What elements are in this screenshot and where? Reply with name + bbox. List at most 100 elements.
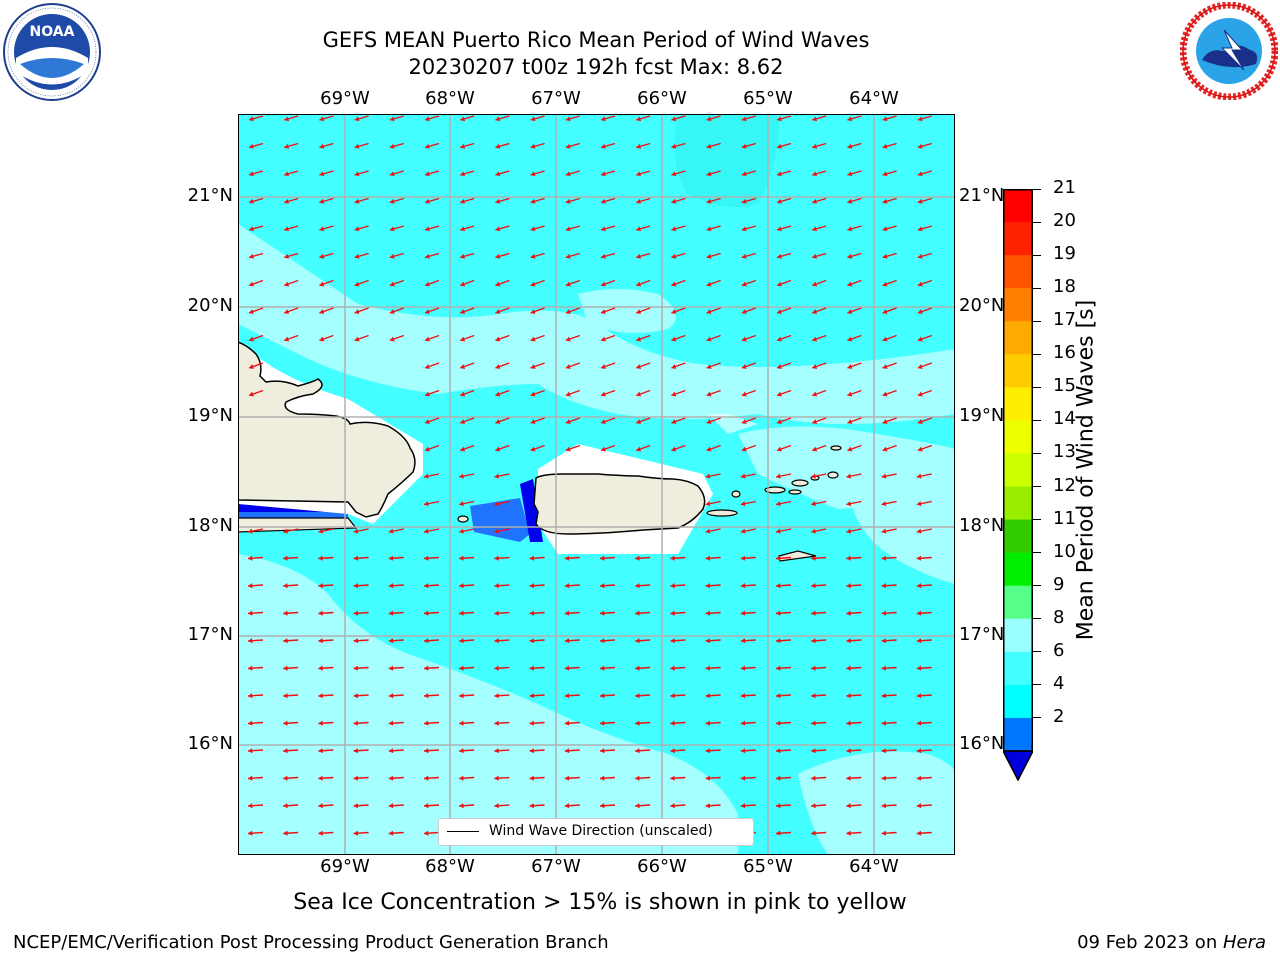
wind-wave-arrow — [529, 748, 545, 754]
wind-wave-arrow — [599, 610, 616, 616]
wind-wave-arrow — [882, 417, 897, 424]
wind-wave-arrow — [529, 720, 545, 726]
wind-wave-arrow — [599, 583, 616, 589]
wind-wave-arrow — [671, 389, 686, 397]
colorbar-segment — [1003, 552, 1033, 587]
wind-wave-arrow — [776, 142, 792, 149]
wind-wave-arrow — [881, 473, 897, 479]
wind-wave-arrow — [776, 115, 792, 122]
wind-wave-arrow — [916, 583, 932, 589]
wind-wave-arrow — [247, 665, 264, 671]
wind-wave-arrow — [459, 307, 475, 314]
wind-wave-arrow — [600, 142, 616, 149]
wind-wave-arrow — [846, 748, 862, 754]
wind-wave-arrow — [846, 720, 862, 726]
wind-wave-arrow — [565, 307, 581, 314]
wind-wave-arrow — [881, 803, 897, 809]
noaa-logo: NOAA — [2, 2, 102, 102]
wind-wave-arrow — [248, 115, 264, 122]
wind-wave-arrow — [812, 225, 827, 232]
wind-wave-arrow — [916, 775, 932, 781]
wind-wave-arrow — [319, 334, 334, 342]
wind-wave-arrow — [846, 473, 862, 479]
wind-wave-arrow — [353, 638, 369, 644]
wind-wave-arrow — [882, 197, 897, 204]
legend-line-icon — [447, 831, 479, 832]
wind-wave-arrow — [705, 473, 721, 479]
wind-wave-arrow — [424, 279, 440, 287]
wind-wave-arrow — [775, 748, 792, 754]
wind-wave-arrow — [811, 417, 827, 424]
wind-wave-arrow — [916, 610, 932, 616]
wind-wave-arrow — [459, 528, 475, 534]
wind-wave-arrow — [530, 389, 545, 397]
wind-wave-arrow — [495, 362, 510, 369]
wind-wave-arrow — [459, 775, 475, 781]
wind-wave-arrow — [283, 583, 299, 589]
wind-wave-arrow — [916, 555, 932, 561]
wind-wave-arrow — [741, 444, 757, 452]
wind-wave-arrow — [424, 334, 440, 342]
wind-wave-arrow — [811, 528, 827, 534]
lon-tick-label-top: 65°W — [743, 88, 793, 109]
wind-wave-arrow — [811, 334, 827, 342]
colorbar-tick — [1033, 618, 1041, 620]
wind-wave-arrow — [248, 197, 264, 204]
wind-wave-arrow — [600, 225, 616, 232]
footer-machine: Hera — [1222, 932, 1266, 953]
wind-wave-arrow — [353, 610, 369, 616]
colorbar-segment — [1003, 255, 1033, 289]
wind-wave-arrow — [706, 197, 721, 204]
wind-wave-arrow — [354, 197, 369, 204]
wind-wave-arrow — [283, 665, 299, 671]
wind-wave-arrow — [494, 500, 510, 507]
wind-wave-arrow — [459, 693, 475, 699]
wind-wave-arrow — [882, 444, 897, 452]
wind-wave-arrow — [283, 279, 299, 287]
wind-wave-arrow — [283, 307, 299, 314]
wind-wave-arrow — [776, 252, 792, 259]
colorbar-tick-label: 19 — [1053, 243, 1076, 265]
wind-wave-arrow — [705, 610, 721, 616]
colorbar-tick — [1033, 254, 1041, 256]
wind-wave-arrow — [846, 528, 862, 534]
wind-wave-arrow — [530, 417, 545, 424]
wind-wave-arrow — [635, 279, 651, 287]
wind-wave-arrow — [353, 748, 369, 754]
wind-wave-arrow — [389, 334, 405, 342]
colorbar-tick — [1033, 287, 1041, 289]
wind-wave-arrow — [388, 775, 404, 781]
wind-wave-arrow — [917, 115, 932, 122]
wind-wave-arrow — [495, 389, 510, 397]
wind-wave-arrow — [247, 775, 264, 781]
wind-wave-arrow — [353, 528, 369, 534]
wind-wave-arrow — [706, 417, 721, 424]
wind-wave-arrow — [424, 225, 440, 232]
wind-wave-arrow — [811, 610, 827, 616]
wind-wave-arrow — [318, 720, 334, 726]
wind-wave-arrow — [847, 417, 862, 424]
wind-wave-arrow — [284, 252, 299, 259]
wind-wave-arrow — [882, 362, 897, 369]
wind-wave-arrow — [529, 775, 545, 781]
colorbar-tick-label: 13 — [1053, 441, 1076, 463]
wind-wave-arrow — [671, 170, 686, 177]
wind-wave-arrow — [459, 334, 475, 342]
wind-wave-arrow — [460, 170, 475, 177]
wind-wave-arrow — [706, 170, 721, 177]
wind-wave-arrow — [283, 803, 299, 809]
wind-wave-arrow — [705, 693, 721, 699]
wind-wave-arrow — [318, 638, 334, 644]
colorbar-tick — [1033, 386, 1041, 388]
wind-wave-arrow — [636, 197, 651, 204]
wind-wave-arrow — [775, 830, 792, 836]
lat-tick-label-right: 17°N — [959, 624, 1005, 645]
wind-wave-arrow — [529, 610, 545, 616]
wind-wave-arrow — [389, 115, 404, 122]
wind-wave-arrow — [917, 362, 933, 369]
lon-tick-label-top: 66°W — [637, 88, 687, 109]
colorbar-tick-label: 18 — [1053, 276, 1076, 298]
wind-wave-arrow — [811, 830, 827, 836]
wind-wave-arrow — [881, 775, 897, 781]
wind-wave-arrow — [846, 583, 862, 589]
